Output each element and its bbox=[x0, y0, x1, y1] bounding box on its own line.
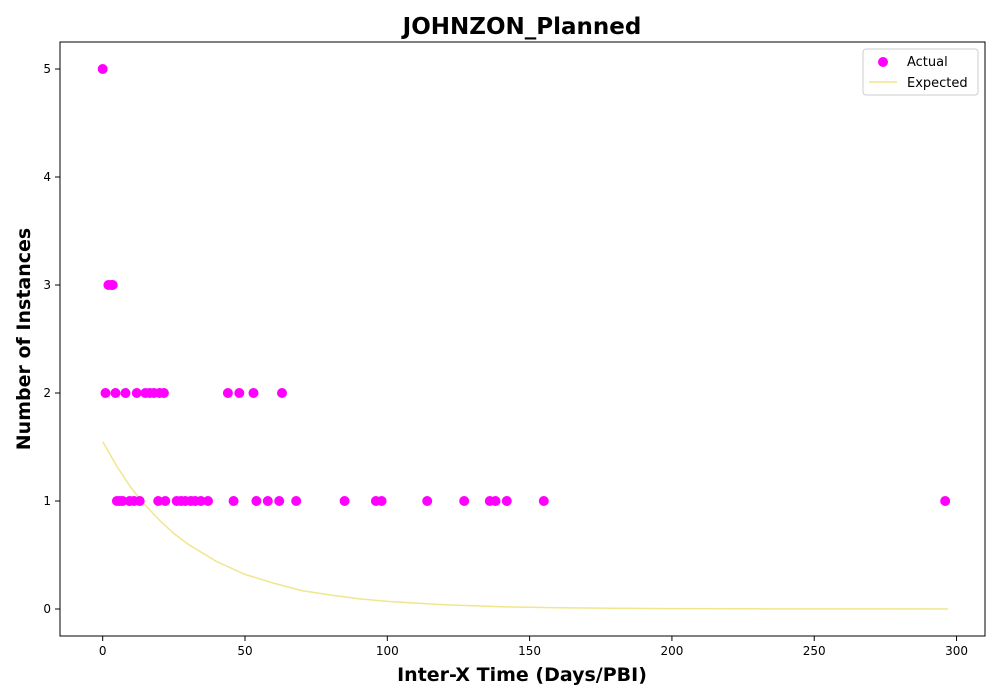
actual-series bbox=[97, 64, 951, 506]
y-tick-label: 0 bbox=[43, 602, 51, 616]
actual-point bbox=[422, 496, 433, 506]
x-tick-label: 0 bbox=[99, 644, 107, 658]
expected-line bbox=[102, 441, 949, 610]
actual-point bbox=[277, 388, 287, 398]
actual-point bbox=[248, 388, 259, 398]
legend: Actual Expected bbox=[862, 48, 979, 96]
actual-point bbox=[107, 280, 118, 290]
actual-point bbox=[120, 388, 131, 398]
legend-actual-label: Actual bbox=[907, 55, 948, 70]
x-axis: 0 50 100 150 200 250 300 bbox=[99, 636, 968, 658]
actual-point bbox=[117, 496, 128, 506]
actual-point bbox=[339, 496, 350, 506]
actual-point bbox=[158, 388, 169, 398]
chart-title: JOHNZON_Planned bbox=[401, 14, 642, 40]
actual-point bbox=[134, 496, 145, 506]
actual-point bbox=[222, 388, 233, 398]
legend-expected-label: Expected bbox=[907, 76, 968, 91]
actual-point bbox=[376, 496, 387, 506]
x-tick-label: 100 bbox=[376, 644, 399, 658]
x-axis-title: Inter-X Time (Days/PBI) bbox=[397, 664, 647, 686]
actual-point bbox=[274, 496, 285, 506]
x-tick-label: 150 bbox=[518, 644, 541, 658]
y-axis-title: Number of Instances bbox=[13, 228, 35, 450]
y-tick-label: 4 bbox=[43, 170, 51, 184]
actual-point bbox=[110, 388, 121, 398]
actual-point bbox=[203, 496, 213, 506]
actual-point bbox=[501, 496, 512, 506]
actual-point bbox=[153, 496, 164, 506]
actual-point bbox=[131, 388, 142, 398]
actual-point bbox=[538, 496, 549, 506]
actual-point bbox=[251, 496, 262, 506]
plot-area bbox=[59, 41, 986, 637]
actual-point bbox=[195, 496, 206, 506]
actual-point bbox=[490, 496, 501, 506]
actual-point bbox=[459, 496, 470, 506]
x-tick-label: 50 bbox=[237, 644, 252, 658]
actual-point bbox=[940, 496, 951, 506]
x-tick-label: 200 bbox=[660, 644, 683, 658]
actual-point bbox=[291, 496, 302, 506]
y-tick-label: 1 bbox=[43, 494, 51, 508]
actual-point bbox=[100, 388, 111, 398]
actual-point bbox=[228, 496, 239, 506]
actual-point bbox=[160, 496, 171, 506]
y-tick-label: 5 bbox=[43, 62, 51, 76]
expected-series bbox=[102, 441, 949, 610]
x-tick-label: 300 bbox=[945, 644, 968, 658]
actual-point bbox=[262, 496, 273, 506]
y-tick-label: 2 bbox=[43, 386, 51, 400]
y-tick-label: 3 bbox=[43, 278, 51, 292]
legend-actual-marker bbox=[878, 57, 888, 67]
legend-box bbox=[862, 48, 979, 96]
x-tick-label: 250 bbox=[803, 644, 826, 658]
actual-point bbox=[234, 388, 245, 398]
y-axis: 0 1 2 3 4 5 bbox=[43, 62, 60, 616]
actual-point bbox=[97, 64, 108, 74]
